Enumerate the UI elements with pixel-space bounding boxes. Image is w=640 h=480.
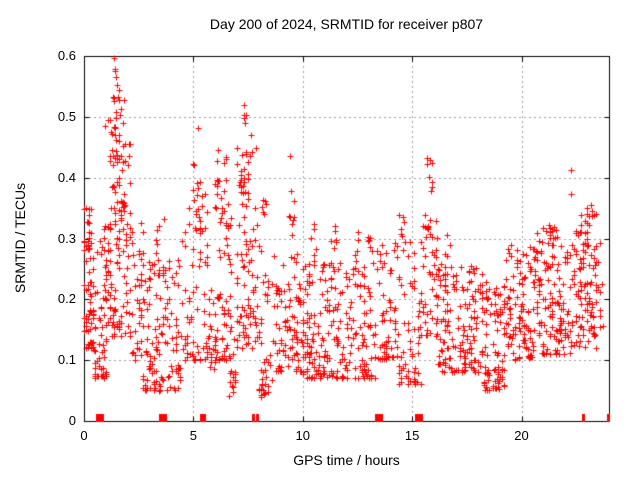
y-tick-label: 0.1 (57, 352, 76, 368)
y-tick-label: 0 (68, 413, 76, 428)
x-tick-label: 5 (189, 428, 197, 443)
x-tick-label: 0 (80, 428, 88, 443)
x-tick-label: 20 (514, 428, 529, 443)
x-tick-label: 10 (295, 428, 310, 443)
chart-title: Day 200 of 2024, SRMTID for receiver p80… (209, 16, 484, 32)
y-tick-label: 0.5 (57, 108, 76, 124)
x-axis-label: GPS time / hours (293, 452, 400, 468)
y-tick-label: 0.3 (57, 230, 76, 246)
y-tick-label: 0.4 (57, 169, 76, 185)
y-tick-label: 0.6 (57, 48, 76, 63)
x-tick-label: 15 (404, 428, 420, 443)
y-tick-label: 0.2 (57, 291, 76, 307)
